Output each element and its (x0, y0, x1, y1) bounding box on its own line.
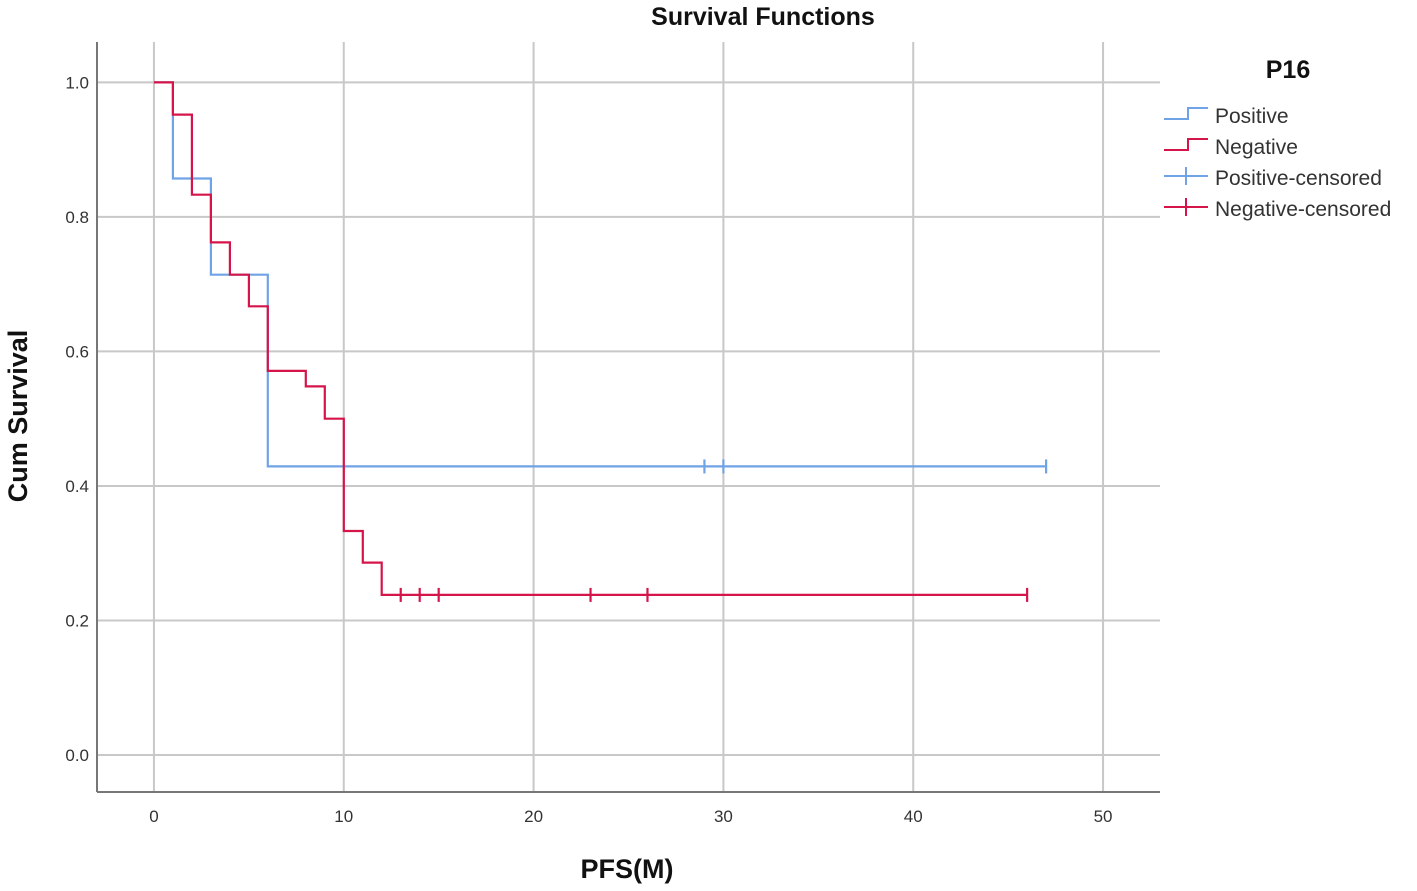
series-line-negative (153, 81, 1028, 597)
legend-label: Positive (1215, 105, 1289, 128)
y-tick-label: 0.6 (65, 342, 89, 361)
legend-swatch-positive (1164, 107, 1208, 120)
legend-title: P16 (1266, 56, 1310, 84)
y-tick-label: 0.2 (65, 611, 89, 630)
x-tick-label: 40 (904, 807, 923, 826)
legend: P16 Positive Negative Positive-censored Neg… (1164, 56, 1391, 221)
y-tick-label: 0.0 (65, 746, 89, 765)
y-tick-label: 1.0 (65, 73, 89, 92)
plot-area (153, 81, 1048, 602)
x-tick-label: 0 (149, 807, 158, 826)
y-tick-label: 0.8 (65, 208, 89, 227)
x-tick-label: 30 (714, 807, 733, 826)
legend-label: Positive-censored (1215, 167, 1382, 190)
x-axis-label: PFS(M) (581, 854, 674, 884)
grid (97, 42, 1160, 792)
y-tick-label: 0.4 (65, 477, 89, 496)
axes: 0 10 20 30 40 50 0.0 0.2 0.4 0.6 0.8 1.0 (65, 42, 1160, 826)
x-tick-label: 10 (334, 807, 353, 826)
legend-swatch-negative (1164, 138, 1208, 151)
x-tick-label: 50 (1094, 807, 1113, 826)
y-axis-label: Cum Survival (3, 330, 33, 503)
legend-label: Negative-censored (1215, 198, 1391, 221)
legend-label: Negative (1215, 136, 1298, 159)
chart-title: Survival Functions (651, 3, 875, 31)
x-tick-label: 20 (524, 807, 543, 826)
